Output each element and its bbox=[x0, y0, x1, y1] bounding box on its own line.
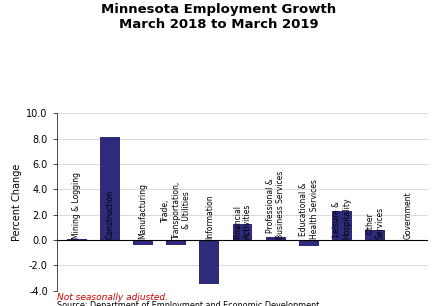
Bar bbox=[133, 240, 153, 245]
Text: Government: Government bbox=[404, 192, 413, 239]
Bar bbox=[399, 240, 418, 241]
Bar bbox=[232, 223, 253, 240]
Bar bbox=[67, 239, 87, 240]
Text: Minnesota Employment Growth
March 2018 to March 2019: Minnesota Employment Growth March 2018 t… bbox=[101, 3, 336, 31]
Bar bbox=[166, 240, 186, 245]
Bar bbox=[100, 137, 120, 240]
Text: Trade,
Transportation,
& Utilities: Trade, Transportation, & Utilities bbox=[161, 181, 191, 239]
Text: Not seasonally adjusted.: Not seasonally adjusted. bbox=[57, 293, 168, 302]
Text: Mining & Logging: Mining & Logging bbox=[72, 172, 81, 239]
Text: Financial
Activities: Financial Activities bbox=[233, 204, 252, 239]
Text: Source: Department of Employment and Economic Development,
Current Employment St: Source: Department of Employment and Eco… bbox=[57, 301, 322, 306]
Text: Educational &
Health Services: Educational & Health Services bbox=[299, 180, 319, 239]
Text: Other
Services: Other Services bbox=[365, 207, 385, 239]
Bar bbox=[266, 237, 286, 240]
Bar bbox=[299, 240, 319, 246]
Text: Professional &
Business Services: Professional & Business Services bbox=[266, 171, 285, 239]
Text: Construction: Construction bbox=[105, 190, 114, 239]
Bar bbox=[365, 230, 385, 240]
Y-axis label: Percent Change: Percent Change bbox=[12, 163, 22, 241]
Text: Information: Information bbox=[205, 195, 214, 239]
Bar bbox=[199, 240, 219, 284]
Text: Leisure &
Hospitality: Leisure & Hospitality bbox=[332, 198, 352, 239]
Text: Manufacturing: Manufacturing bbox=[139, 183, 148, 239]
Bar bbox=[332, 211, 352, 240]
